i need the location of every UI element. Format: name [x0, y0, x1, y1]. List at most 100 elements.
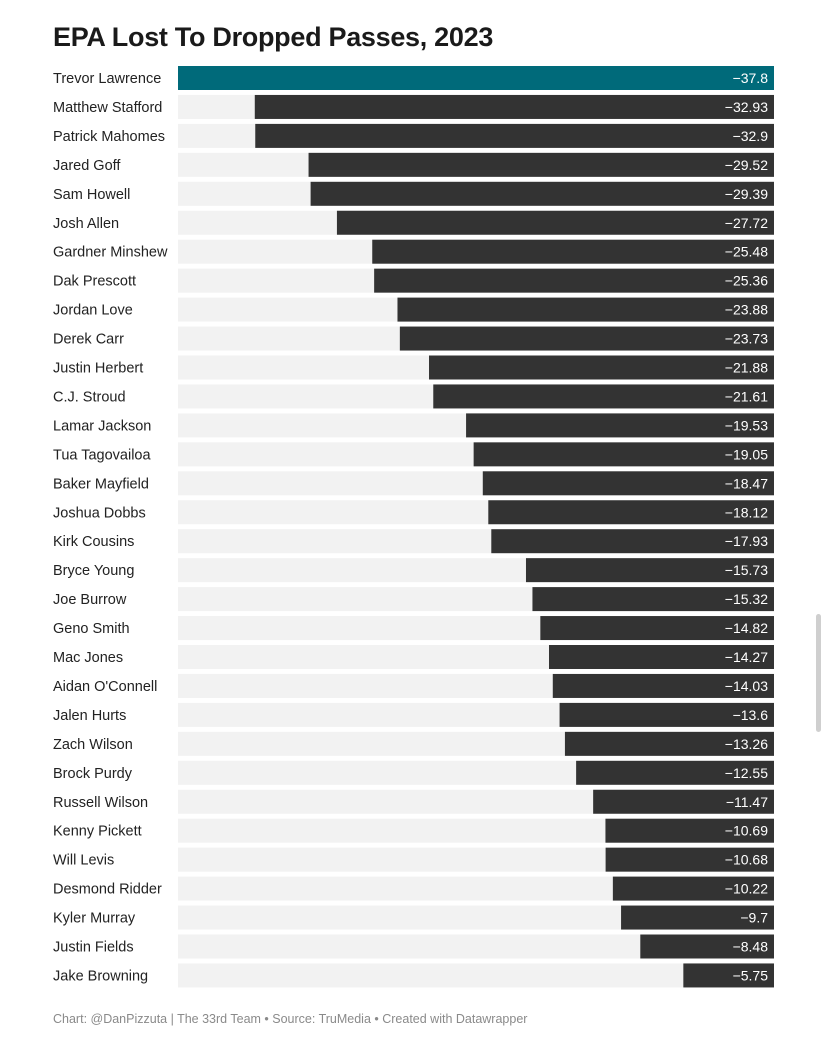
value-label: −17.93: [725, 533, 768, 549]
category-label: Matthew Stafford: [53, 100, 162, 116]
value-label: −32.9: [733, 128, 769, 144]
category-label: Dak Prescott: [53, 274, 136, 290]
category-label: Geno Smith: [53, 621, 130, 637]
bar-row: Joshua Dobbs −18.12: [53, 500, 774, 525]
bar: [372, 239, 774, 264]
category-label: Brock Purdy: [53, 766, 133, 782]
bar: [336, 210, 774, 235]
value-label: −14.82: [725, 620, 768, 636]
bar-highlight: [178, 66, 774, 90]
bar-row: Jalen Hurts −13.6: [53, 702, 774, 727]
bar-row: Justin Fields −8.48: [53, 934, 774, 959]
bar-row: Lamar Jackson −19.53: [53, 413, 774, 438]
bar: [605, 847, 774, 872]
category-label: Baker Mayfield: [53, 476, 149, 492]
category-label: Justin Fields: [53, 940, 134, 956]
bar: [399, 326, 774, 351]
category-label: Jared Goff: [53, 158, 121, 174]
bar-row: Justin Herbert −21.88: [53, 355, 774, 380]
value-label: −21.61: [725, 388, 768, 404]
bar-row: Dak Prescott −25.36: [53, 268, 774, 293]
bar: [397, 297, 774, 322]
value-label: −10.69: [725, 823, 768, 839]
bar: [466, 413, 774, 438]
chart-title: EPA Lost To Dropped Passes, 2023: [53, 22, 494, 52]
bar: [488, 500, 774, 525]
bar: [491, 529, 774, 554]
value-label: −32.93: [725, 99, 768, 115]
category-label: Trevor Lawrence: [53, 71, 161, 87]
bar: [308, 152, 774, 177]
category-label: Joshua Dobbs: [53, 505, 146, 521]
category-label: Kyler Murray: [53, 911, 136, 927]
category-label: Russell Wilson: [53, 795, 148, 811]
value-label: −8.48: [733, 939, 769, 955]
bar: [482, 471, 774, 496]
value-label: −5.75: [733, 967, 769, 983]
bar-row: Jordan Love −23.88: [53, 297, 774, 322]
bar: [564, 731, 774, 756]
bar-row: Baker Mayfield −18.47: [53, 471, 774, 496]
bar: [683, 963, 774, 988]
bar-row: Trevor Lawrence −37.8: [53, 66, 774, 90]
chart-footer: Chart: @DanPizzuta | The 33rd Team • Sou…: [53, 1012, 528, 1026]
bar-row: Russell Wilson −11.47: [53, 789, 774, 814]
category-label: Lamar Jackson: [53, 418, 151, 434]
category-label: Justin Herbert: [53, 361, 143, 377]
category-label: Bryce Young: [53, 563, 134, 579]
category-label: Will Levis: [53, 853, 114, 869]
bar: [429, 355, 774, 380]
category-label: Jordan Love: [53, 303, 133, 319]
value-label: −9.7: [740, 910, 768, 926]
bar: [374, 268, 774, 293]
bar-row: Will Levis −10.68: [53, 847, 774, 872]
value-label: −15.32: [725, 591, 768, 607]
category-label: Aidan O'Connell: [53, 679, 157, 695]
bar-row: Brock Purdy −12.55: [53, 760, 774, 785]
bar-row: Derek Carr −23.73: [53, 326, 774, 351]
bar-row: Joe Burrow −15.32: [53, 587, 774, 612]
bar-row: Matthew Stafford −32.93: [53, 94, 774, 119]
bar-row: Patrick Mahomes −32.9: [53, 123, 774, 148]
category-label: Patrick Mahomes: [53, 129, 165, 145]
bar-row: Zach Wilson −13.26: [53, 731, 774, 756]
bar: [540, 616, 774, 641]
value-label: −18.12: [725, 504, 768, 520]
category-label: Kirk Cousins: [53, 534, 134, 550]
value-label: −18.47: [725, 475, 768, 491]
bar-row: Kirk Cousins −17.93: [53, 529, 774, 554]
value-label: −23.88: [725, 302, 768, 318]
bar-track: [178, 963, 774, 988]
bar-row: Tua Tagovailoa −19.05: [53, 442, 774, 467]
bar: [255, 123, 774, 148]
category-label: Tua Tagovailoa: [53, 447, 151, 463]
category-label: Desmond Ridder: [53, 882, 162, 898]
value-label: −29.52: [725, 157, 768, 173]
scrollbar-thumb[interactable]: [816, 614, 821, 732]
bar: [552, 673, 774, 698]
value-label: −12.55: [725, 765, 768, 781]
bar: [310, 181, 774, 206]
value-label: −19.05: [725, 446, 768, 462]
bar-row: Jake Browning −5.75: [53, 963, 774, 988]
bar-row: Kenny Pickett −10.69: [53, 818, 774, 843]
bar-row: Mac Jones −14.27: [53, 645, 774, 669]
bar-row: C.J. Stroud −21.61: [53, 384, 774, 409]
value-label: −10.22: [725, 881, 768, 897]
bar: [621, 905, 774, 930]
bar-row: Sam Howell −29.39: [53, 181, 774, 206]
category-label: Derek Carr: [53, 332, 124, 348]
category-label: C.J. Stroud: [53, 389, 126, 405]
bar-row: Geno Smith −14.82: [53, 616, 774, 641]
value-label: −23.73: [725, 331, 768, 347]
value-label: −11.47: [726, 794, 768, 810]
category-label: Kenny Pickett: [53, 824, 142, 840]
bar: [612, 876, 774, 901]
bar: [640, 934, 774, 959]
value-label: −21.88: [725, 360, 768, 376]
bar: [473, 442, 774, 467]
bar: [532, 587, 774, 612]
category-label: Zach Wilson: [53, 737, 133, 753]
bar: [433, 384, 774, 409]
value-label: −15.73: [725, 562, 768, 578]
